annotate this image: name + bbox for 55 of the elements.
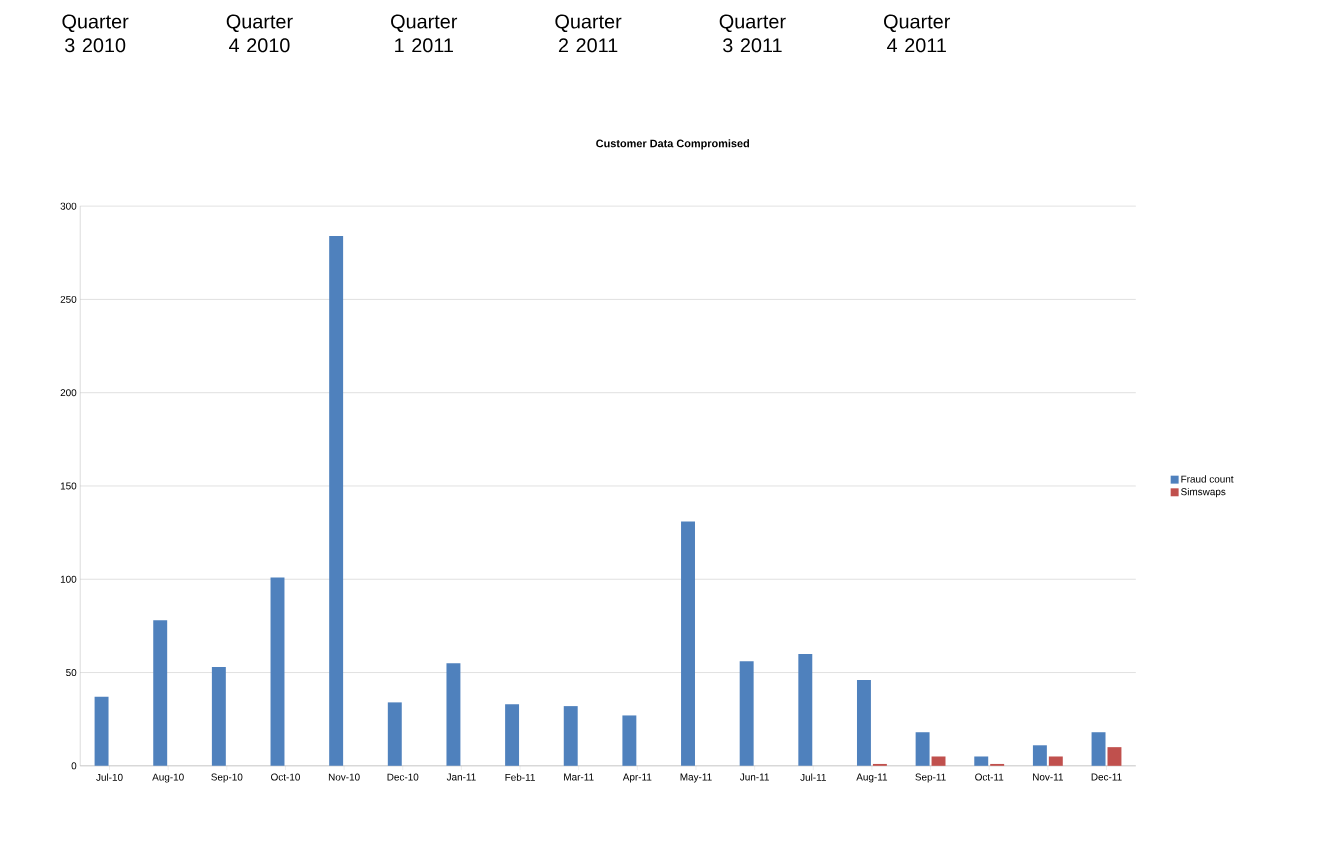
x-tick-label: May-11 [680, 773, 712, 783]
bar [94, 696, 109, 766]
bar [1032, 745, 1047, 766]
bar [329, 235, 344, 766]
x-tick-label: Sep-11 [915, 773, 946, 783]
y-tick-label: 50 [66, 668, 77, 676]
bar [915, 732, 930, 766]
text: Quarter 4 2010 [226, 14, 293, 53]
y-tick-label: 300 [60, 202, 77, 210]
bar [739, 661, 754, 766]
y-tick-label: 200 [60, 388, 77, 396]
y-tick-label: 150 [60, 482, 77, 490]
x-tick-label: Mar-11 [564, 773, 594, 781]
bar [681, 521, 695, 766]
bar [211, 666, 226, 766]
y-tick-label: 0 [71, 762, 77, 770]
legend-label: Fraud count [1181, 475, 1234, 483]
text: Quarter 3 2010 [62, 14, 129, 53]
bar [931, 756, 946, 766]
bar [856, 679, 871, 766]
text: Quarter 1 2011 [391, 14, 458, 53]
x-tick-label: Nov-11 [1033, 773, 1063, 781]
text: Quarter 2 2011 [555, 14, 622, 53]
chart-title: Customer Data Compromised [596, 139, 750, 150]
x-tick-label: Oct-10 [271, 773, 300, 781]
bar [446, 662, 461, 766]
x-tick-label: Aug-11 [856, 773, 888, 783]
x-tick-label: Oct-11 [975, 773, 1004, 781]
legend-label: Simswaps [1181, 487, 1226, 497]
y-tick-label: 250 [60, 295, 77, 303]
x-tick-label: Jul-10 [96, 773, 123, 781]
y-tick-label: 100 [60, 575, 77, 583]
x-tick-label: Aug-10 [152, 773, 184, 783]
x-tick-label: Apr-11 [622, 773, 652, 783]
bar [153, 620, 168, 766]
x-tick-label: Dec-10 [387, 773, 419, 781]
text: Quarter 3 2011 [719, 14, 786, 53]
bar [1048, 756, 1063, 766]
x-tick-label: Jan-11 [446, 773, 476, 781]
bar [387, 702, 402, 766]
bar [798, 653, 813, 766]
x-tick-label: Nov-10 [328, 773, 360, 781]
x-tick-label: Sep-10 [211, 773, 243, 783]
text: Quarter 4 2011 [884, 14, 951, 53]
x-tick-label: Jul-11 [800, 773, 826, 781]
bar [622, 715, 637, 766]
bar [563, 705, 578, 766]
x-tick-label: Jun-11 [739, 773, 769, 781]
bar [270, 577, 285, 766]
bar [505, 704, 520, 766]
x-tick-label: Dec-11 [1091, 773, 1122, 781]
bar [974, 756, 989, 766]
bar [1107, 746, 1122, 766]
bar [1091, 732, 1106, 766]
x-tick-label: Feb-11 [505, 773, 535, 781]
